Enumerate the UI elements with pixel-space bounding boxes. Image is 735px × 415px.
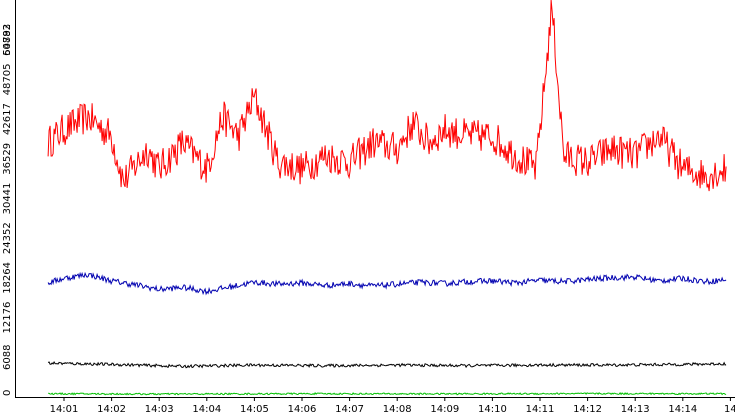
series-line xyxy=(47,360,727,369)
series-layer xyxy=(47,0,727,396)
x-tick-label: 14:10 xyxy=(478,404,507,415)
y-tick-label: 42617 xyxy=(2,103,13,135)
y-tick-label: 30441 xyxy=(2,183,13,215)
y-tick-label: 60882 xyxy=(2,24,13,56)
x-tick-label: 14:01 xyxy=(50,404,79,415)
y-axis-ticks: 0 6088 12176 18264 24352 30441 36529 42617 48705… xyxy=(2,24,13,396)
x-tick-label: 14:02 xyxy=(97,404,126,415)
series-line xyxy=(47,271,727,296)
y-tick-label: 0 xyxy=(2,390,13,396)
series-line xyxy=(47,0,727,192)
y-tick-label: 6088 xyxy=(2,345,13,370)
x-tick-label: 14:04 xyxy=(192,404,221,415)
x-tick-label: 14:08 xyxy=(383,404,412,415)
x-tick-label: 14:05 xyxy=(240,404,269,415)
x-tick-label: 14 xyxy=(724,404,735,415)
y-tick-label: 48705 xyxy=(2,63,13,95)
x-tick-label: 14:12 xyxy=(573,404,602,415)
y-tick-label: 12176 xyxy=(2,302,13,334)
series-line xyxy=(48,392,727,396)
x-axis-ticks: 14:01 14:02 14:03 14:04 14:05 14:06 14:07 14:08… xyxy=(50,397,735,415)
y-tick-label: 24352 xyxy=(2,222,13,254)
y-tick-label: 18264 xyxy=(2,262,13,294)
x-tick-label: 14:07 xyxy=(335,404,364,415)
x-tick-label: 14:13 xyxy=(621,404,650,415)
x-tick-label: 14:06 xyxy=(288,404,317,415)
y-tick-label: 54793 xyxy=(2,24,13,56)
x-tick-label: 14:03 xyxy=(145,404,174,415)
x-tick-label: 14:14 xyxy=(668,404,697,415)
y-tick-label: 36529 xyxy=(2,143,13,175)
x-tick-label: 14:11 xyxy=(526,404,555,415)
x-tick-label: 14:09 xyxy=(430,404,459,415)
